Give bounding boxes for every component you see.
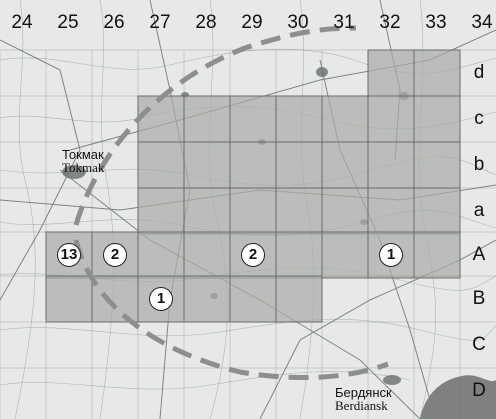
surveyed-cell-28-c: [183, 95, 231, 143]
column-label-33: 33: [425, 12, 447, 33]
surveyed-cell-25-B: [45, 275, 93, 323]
surveyed-cell-27-A: [137, 231, 185, 279]
column-label-26: 26: [103, 12, 125, 33]
city-name-cyrillic: Токмак: [62, 147, 104, 162]
column-label-34: 34: [471, 12, 493, 33]
surveyed-cell-32-a: [367, 187, 415, 235]
row-label-a: a: [473, 200, 485, 221]
city-name-latin: Berdiansk: [335, 398, 388, 413]
column-label-31: 31: [333, 12, 355, 33]
column-label-30: 30: [287, 12, 309, 33]
count-marker: 2: [103, 243, 127, 267]
surveyed-cell-33-c: [413, 95, 461, 143]
surveyed-cell-33-a: [413, 187, 461, 235]
surveyed-cell-30-B: [275, 275, 323, 323]
surveyed-cell-31-A: [321, 231, 369, 279]
row-label-b: b: [473, 154, 485, 175]
surveyed-cell-29-b: [229, 141, 277, 189]
column-label-28: 28: [195, 12, 217, 33]
surveyed-cell-31-b: [321, 141, 369, 189]
surveyed-cell-28-a: [183, 187, 231, 235]
surveyed-cell-29-a: [229, 187, 277, 235]
surveyed-cell-30-b: [275, 141, 323, 189]
column-label-29: 29: [241, 12, 263, 33]
surveyed-cell-30-a: [275, 187, 323, 235]
surveyed-cell-32-d: [367, 49, 415, 97]
row-label-D: D: [472, 380, 486, 401]
surveyed-cell-32-c: [367, 95, 415, 143]
city-name-latin: Tokmak: [62, 160, 105, 175]
boundary-dashed-arc: [73, 25, 357, 226]
count-marker: 1: [149, 287, 173, 311]
row-label-B: B: [472, 288, 486, 309]
surveyed-cell-31-a: [321, 187, 369, 235]
row-label-A: A: [472, 244, 486, 265]
column-label-27: 27: [149, 12, 171, 33]
surveyed-cell-27-b: [137, 141, 185, 189]
count-marker: 1: [379, 243, 403, 267]
sea: [420, 375, 496, 419]
surveyed-cell-28-A: [183, 231, 231, 279]
row-label-C: C: [472, 334, 486, 355]
count-marker: 2: [241, 243, 265, 267]
surveyed-cell-27-c: [137, 95, 185, 143]
count-marker: 13: [57, 243, 81, 267]
surveyed-cell-33-A: [413, 231, 461, 279]
surveyed-cell-32-b: [367, 141, 415, 189]
surveyed-cell-27-a: [137, 187, 185, 235]
row-label-d: d: [473, 62, 485, 83]
column-label-25: 25: [57, 12, 79, 33]
surveyed-cell-33-b: [413, 141, 461, 189]
city-label-berdiansk: Бердянск Berdiansk: [335, 385, 392, 414]
surveyed-cell-28-B: [183, 275, 231, 323]
column-label-32: 32: [379, 12, 401, 33]
surveyed-cell-30-A: [275, 231, 323, 279]
city-label-tokmak: Токмак Tokmak: [62, 147, 104, 176]
surveyed-cell-33-d: [413, 49, 461, 97]
surveyed-cell-26-B: [91, 275, 139, 323]
surveyed-cell-31-c: [321, 95, 369, 143]
surveyed-cell-30-c: [275, 95, 323, 143]
column-label-24: 24: [11, 12, 33, 33]
boundary-dashed-arc-lower: [73, 239, 389, 381]
city-name-cyrillic: Бердянск: [335, 385, 392, 400]
surveyed-cell-28-b: [183, 141, 231, 189]
row-label-c: c: [474, 108, 484, 129]
surveyed-cell-29-B: [229, 275, 277, 323]
surveyed-cell-29-c: [229, 95, 277, 143]
grid-lines: [0, 49, 496, 419]
